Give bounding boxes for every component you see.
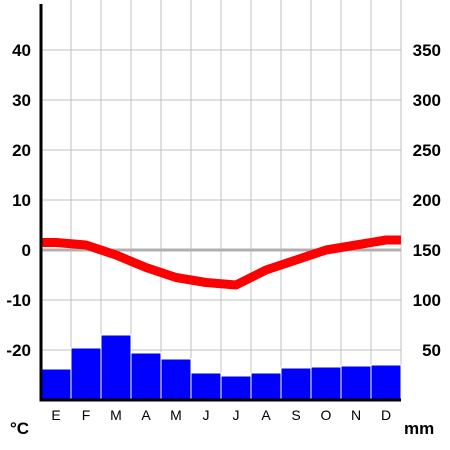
temperature-series: [41, 235, 401, 290]
left-tick-label: 20: [12, 141, 31, 160]
left-tick-label: -20: [6, 341, 31, 360]
left-unit-label: °C: [10, 419, 29, 438]
precipitation-bar: [190, 372, 222, 401]
right-tick-label: 250: [413, 141, 441, 160]
month-tick-label: N: [351, 407, 361, 423]
precipitation-bar: [370, 364, 402, 401]
month-tick-label: A: [261, 407, 271, 423]
temperature-line: [41, 235, 401, 290]
precipitation-bar: [310, 366, 342, 401]
precipitation-bar: [100, 334, 132, 401]
left-tick-label: 30: [12, 91, 31, 110]
month-tick-label: O: [321, 407, 332, 423]
right-tick-label: 50: [422, 341, 441, 360]
precipitation-bar: [70, 347, 102, 401]
left-tick-label: 40: [12, 41, 31, 60]
month-tick-label: J: [233, 407, 240, 423]
left-axis-ticks: -20 -10 0 10 20 30 40: [6, 41, 31, 360]
month-tick-label: D: [381, 407, 391, 423]
month-tick-label: A: [141, 407, 151, 423]
precipitation-bar: [250, 372, 282, 401]
right-tick-label: 200: [413, 191, 441, 210]
right-tick-label: 150: [413, 241, 441, 260]
precipitation-bar: [40, 368, 72, 401]
precipitation-bar: [130, 352, 162, 401]
precipitation-bar: [160, 358, 192, 401]
month-tick-label: F: [82, 407, 91, 423]
precipitation-bar: [280, 367, 312, 401]
precipitation-bar: [220, 375, 252, 401]
month-tick-label: E: [51, 407, 60, 423]
left-tick-label: 0: [22, 241, 31, 260]
left-tick-label: 10: [12, 191, 31, 210]
month-tick-label: J: [203, 407, 210, 423]
precipitation-bars: [40, 334, 402, 401]
right-unit-label: mm: [404, 419, 434, 438]
grid: [41, 0, 402, 400]
month-tick-label: S: [291, 407, 300, 423]
right-tick-label: 350: [413, 41, 441, 60]
axes: [39, 4, 401, 402]
right-axis-ticks: 50 100 150 200 250 300 350: [413, 41, 441, 360]
right-tick-label: 300: [413, 91, 441, 110]
month-tick-label: M: [110, 407, 122, 423]
month-tick-label: M: [170, 407, 182, 423]
right-tick-label: 100: [413, 291, 441, 310]
precipitation-bar: [340, 365, 372, 401]
left-tick-label: -10: [6, 291, 31, 310]
